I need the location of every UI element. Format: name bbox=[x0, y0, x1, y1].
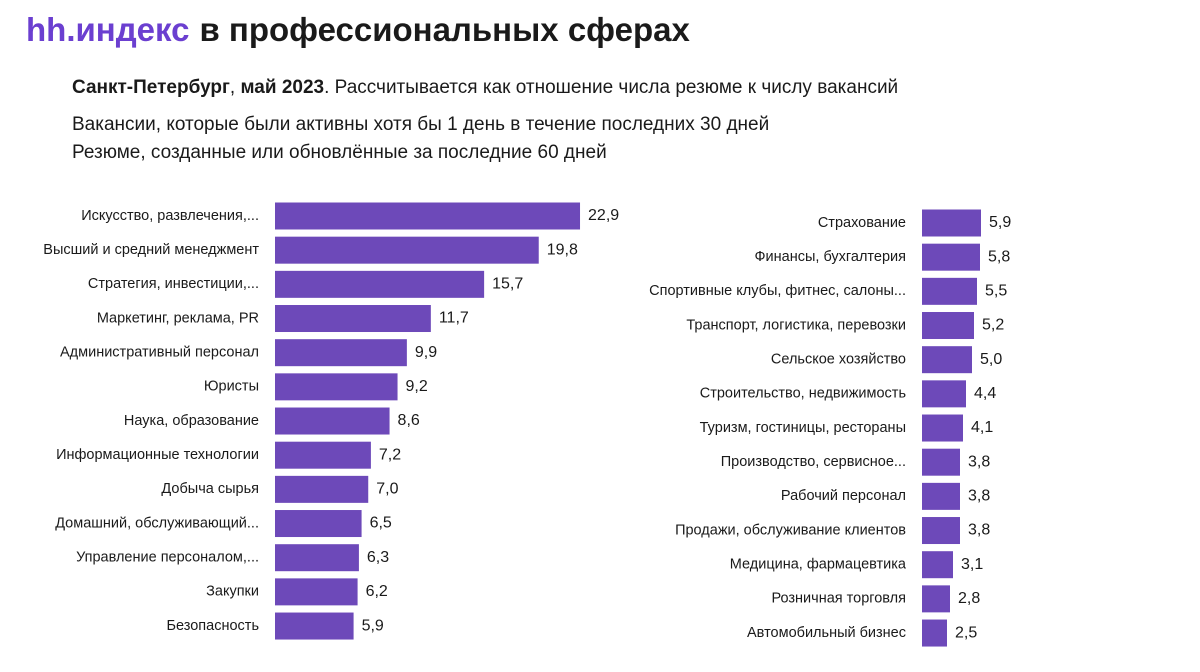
bar bbox=[275, 510, 362, 538]
category-label: Производство, сервисное... bbox=[721, 454, 906, 470]
value-label: 5,9 bbox=[362, 617, 384, 634]
title-brand: hh.индекс bbox=[26, 11, 189, 48]
category-label: Информационные технологии bbox=[56, 447, 259, 463]
bar bbox=[922, 551, 953, 579]
bar bbox=[922, 243, 980, 271]
category-label: Розничная торговля bbox=[771, 591, 906, 607]
value-label: 2,5 bbox=[955, 624, 977, 641]
category-label: Юристы bbox=[204, 379, 259, 395]
category-label: Продажи, обслуживание клиентов bbox=[675, 522, 906, 538]
category-label: Наука, образование bbox=[124, 413, 259, 429]
bar bbox=[275, 305, 431, 333]
bar bbox=[275, 373, 398, 401]
subtitle-part: май 2023 bbox=[240, 77, 324, 98]
value-label: 6,5 bbox=[370, 515, 392, 532]
subtitle-part: , bbox=[230, 77, 241, 98]
bar bbox=[922, 619, 947, 647]
value-label: 6,2 bbox=[366, 583, 388, 600]
subtitle-part: . Рассчитывается как отношение числа рез… bbox=[324, 77, 898, 98]
category-label: Автомобильный бизнес bbox=[747, 625, 906, 641]
bar bbox=[922, 585, 950, 613]
category-label: Рабочий персонал bbox=[781, 488, 906, 504]
value-label: 5,5 bbox=[985, 283, 1007, 300]
value-label: 9,2 bbox=[406, 378, 428, 395]
value-label: 3,8 bbox=[968, 488, 990, 505]
bar bbox=[922, 448, 960, 476]
value-label: 5,9 bbox=[989, 214, 1011, 231]
category-label: Закупки bbox=[206, 584, 259, 600]
value-label: 3,1 bbox=[961, 556, 983, 573]
value-label: 3,8 bbox=[968, 453, 990, 470]
category-label: Искусство, развлечения,... bbox=[81, 208, 259, 224]
bar bbox=[275, 441, 371, 469]
value-label: 2,8 bbox=[958, 590, 980, 607]
value-label: 4,4 bbox=[974, 385, 996, 402]
category-label: Строительство, недвижимость bbox=[700, 386, 906, 402]
value-label: 11,7 bbox=[439, 310, 469, 327]
category-label: Безопасность bbox=[167, 618, 260, 634]
bar bbox=[275, 578, 358, 606]
category-label: Добыча сырья bbox=[161, 481, 259, 497]
category-label: Спортивные клубы, фитнес, салоны... bbox=[649, 283, 906, 299]
category-label: Высший и средний менеджмент bbox=[43, 242, 259, 258]
bar bbox=[922, 209, 981, 237]
bar bbox=[922, 380, 966, 408]
note: Вакансии, которые были активны хотя бы 1… bbox=[72, 114, 769, 135]
value-label: 3,8 bbox=[968, 522, 990, 539]
bar bbox=[922, 312, 974, 340]
value-label: 7,2 bbox=[379, 446, 401, 463]
value-label: 19,8 bbox=[547, 241, 578, 258]
bar bbox=[275, 236, 539, 264]
category-label: Административный персонал bbox=[60, 345, 259, 361]
category-label: Туризм, гостиницы, рестораны bbox=[700, 420, 906, 436]
bar bbox=[922, 482, 960, 510]
category-label: Страхование bbox=[818, 215, 906, 231]
category-label: Медицина, фармацевтика bbox=[730, 557, 907, 573]
bar bbox=[275, 339, 407, 367]
value-label: 5,0 bbox=[980, 351, 1002, 368]
title-text: в профессиональных сферах bbox=[199, 11, 690, 48]
value-label: 7,0 bbox=[376, 481, 398, 498]
category-label: Сельское хозяйство bbox=[771, 352, 906, 368]
category-label: Домашний, обслуживающий... bbox=[55, 515, 259, 531]
bar bbox=[275, 544, 359, 572]
value-label: 5,8 bbox=[988, 248, 1010, 265]
value-label: 22,9 bbox=[588, 207, 619, 224]
category-label: Маркетинг, реклама, PR bbox=[97, 310, 259, 326]
note: Резюме, созданные или обновлённые за пос… bbox=[72, 142, 607, 163]
category-label: Стратегия, инвестиции,... bbox=[88, 276, 259, 292]
bar bbox=[275, 270, 485, 298]
bar bbox=[275, 612, 354, 640]
category-label: Финансы, бухгалтерия bbox=[755, 249, 906, 265]
bar bbox=[922, 414, 963, 442]
bar bbox=[922, 517, 960, 545]
bar bbox=[275, 202, 581, 230]
value-label: 15,7 bbox=[492, 276, 523, 293]
category-label: Управление персоналом,... bbox=[76, 550, 259, 566]
bar bbox=[922, 346, 972, 374]
bar bbox=[275, 475, 369, 503]
value-label: 8,6 bbox=[398, 412, 420, 429]
subtitle: Санкт-Петербург, май 2023. Рассчитываетс… bbox=[72, 77, 898, 98]
category-label: Транспорт, логистика, перевозки bbox=[686, 317, 906, 333]
value-label: 4,1 bbox=[971, 419, 993, 436]
subtitle-part: Санкт-Петербург bbox=[72, 77, 230, 98]
value-label: 5,2 bbox=[982, 317, 1004, 334]
bar bbox=[275, 407, 390, 435]
value-label: 6,3 bbox=[367, 549, 389, 566]
title: hh.индекс в профессиональных сферах bbox=[26, 11, 690, 48]
value-label: 9,9 bbox=[415, 344, 437, 361]
bar bbox=[922, 277, 977, 305]
